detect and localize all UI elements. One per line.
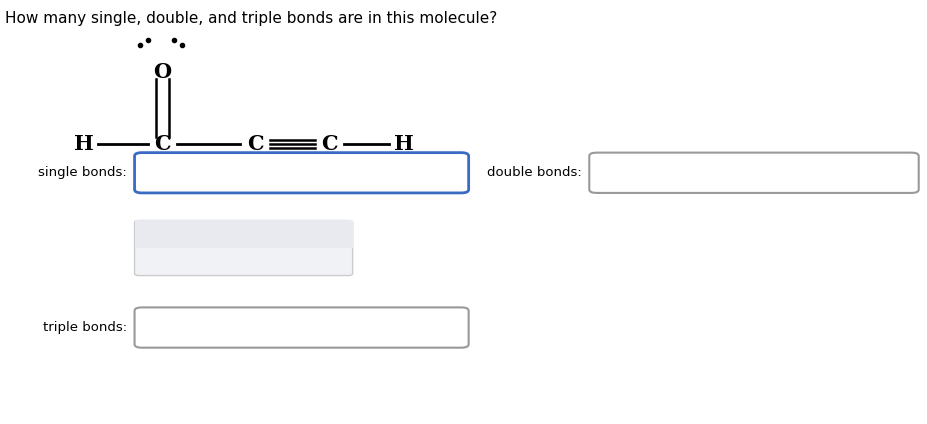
Text: How many single, double, and triple bonds are in this molecule?: How many single, double, and triple bond… (5, 11, 496, 25)
Text: double bonds:: double bonds: (487, 166, 581, 179)
FancyBboxPatch shape (134, 220, 352, 248)
Text: H: H (393, 134, 413, 154)
Text: C: C (247, 134, 263, 154)
Text: 🔧: 🔧 (146, 230, 152, 240)
Text: x10: x10 (147, 254, 171, 267)
Text: TOOLS: TOOLS (171, 229, 211, 242)
Text: single bonds:: single bonds: (38, 166, 127, 179)
FancyBboxPatch shape (589, 153, 918, 193)
Text: H: H (73, 134, 94, 154)
FancyBboxPatch shape (134, 307, 468, 348)
Text: y: y (162, 234, 167, 243)
FancyBboxPatch shape (134, 153, 468, 193)
FancyBboxPatch shape (134, 220, 352, 276)
Text: triple bonds:: triple bonds: (43, 321, 127, 334)
Text: C: C (154, 134, 171, 154)
Text: C: C (321, 134, 337, 154)
Text: O: O (153, 62, 171, 82)
